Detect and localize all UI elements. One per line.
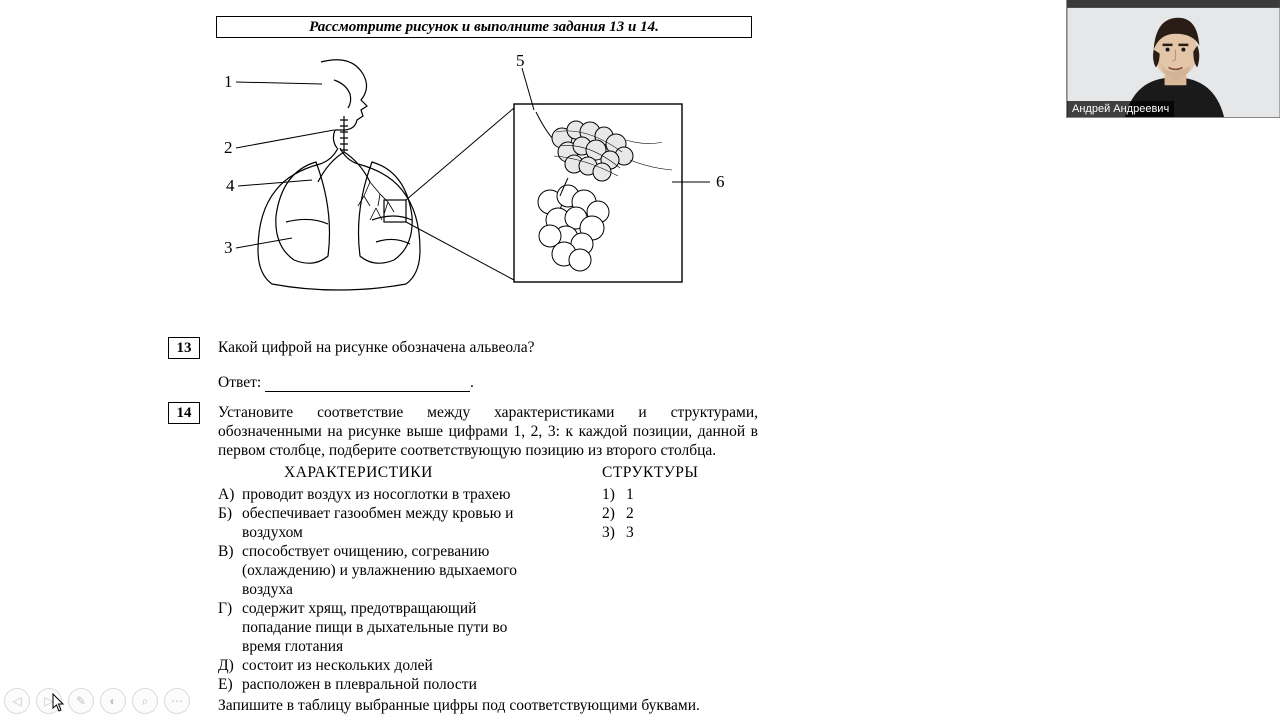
question-14-text: Установите соответствие между характерис…	[218, 403, 758, 460]
char-row: В)способствует очищению, согреванию (охл…	[218, 542, 548, 599]
fig-label-3: 3	[224, 238, 233, 257]
final-instruction: Запишите в таблицу выбранные цифры под с…	[218, 696, 700, 715]
anatomy-figure: 1 2 3 4 5 6	[216, 52, 752, 292]
answer-period: .	[470, 374, 474, 391]
characteristics-list: А)проводит воздух из носоглотки в трахею…	[218, 485, 548, 694]
question-13-text: Какой цифрой на рисунке обозначена альве…	[218, 338, 534, 357]
fig-label-6: 6	[716, 172, 725, 191]
fig-label-2: 2	[224, 138, 233, 157]
characteristics-header: ХАРАКТЕРИСТИКИ	[284, 464, 433, 482]
structures-header: СТРУКТУРЫ	[602, 464, 698, 482]
char-row: Б)обеспечивает газообмен между кровью и …	[218, 504, 548, 542]
more-button[interactable]: ⋯	[164, 688, 190, 714]
presentation-toolbar: ◁ ▷ ✎ ◐ ⌕ ⋯	[4, 686, 190, 716]
char-row: А)проводит воздух из носоглотки в трахею	[218, 485, 548, 504]
struct-row: 1)1	[602, 485, 646, 504]
char-row: Д)состоит из нескольких долей	[218, 656, 548, 675]
zoom-button[interactable]: ⌕	[132, 688, 158, 714]
struct-row: 3)3	[602, 523, 646, 542]
play-button[interactable]: ▷	[36, 688, 62, 714]
answer-line: Ответ: .	[218, 373, 474, 392]
document-page: Рассмотрите рисунок и выполните задания …	[0, 0, 1280, 720]
char-row: Г)содержит хрящ, предотвращающий попадан…	[218, 599, 548, 656]
back-button[interactable]: ◁	[4, 688, 30, 714]
pen-button[interactable]: ✎	[68, 688, 94, 714]
fig-label-5: 5	[516, 52, 525, 70]
highlight-button[interactable]: ◐	[100, 688, 126, 714]
fig-label-1: 1	[224, 72, 233, 91]
struct-row: 2)2	[602, 504, 646, 523]
webcam-name-tag: Андрей Андреевич	[1067, 101, 1174, 117]
answer-label: Ответ:	[218, 374, 261, 391]
fig-label-4: 4	[226, 176, 235, 195]
char-row: Е)расположен в плевральной полости	[218, 675, 548, 694]
structures-list: 1)1 2)2 3)3	[602, 485, 646, 542]
instruction-box: Рассмотрите рисунок и выполните задания …	[216, 16, 752, 38]
webcam-video	[1067, 0, 1280, 117]
webcam-panel[interactable]: Андрей Андреевич	[1066, 0, 1280, 118]
question-number-13: 13	[168, 337, 200, 359]
question-number-14: 14	[168, 402, 200, 424]
answer-blank	[265, 378, 470, 392]
